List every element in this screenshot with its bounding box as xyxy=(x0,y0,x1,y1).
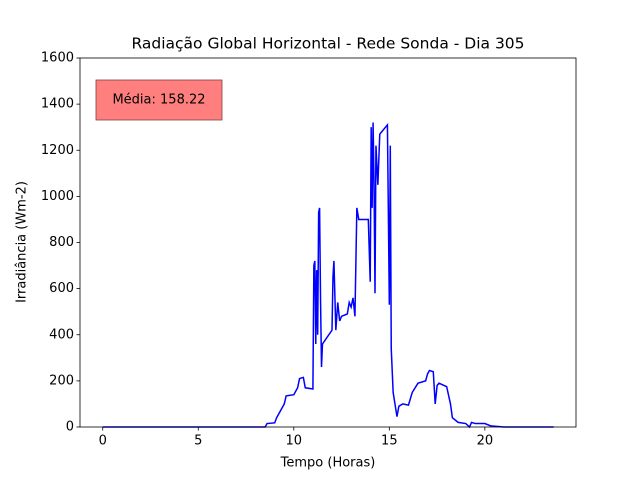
x-tick-label: 20 xyxy=(477,434,494,449)
x-axis-label: Tempo (Horas) xyxy=(280,456,376,471)
y-tick-label: 1400 xyxy=(41,97,74,112)
y-tick-label: 1000 xyxy=(41,189,74,204)
data-line xyxy=(102,122,554,429)
chart-title: Radiação Global Horizontal - Rede Sonda … xyxy=(131,35,524,53)
plot-frame xyxy=(79,57,577,428)
x-tick-label: 15 xyxy=(381,434,398,449)
y-axis-label: Irradiância (Wm-2) xyxy=(15,181,30,303)
y-tick-label: 1200 xyxy=(41,143,74,158)
y-tick-label: 600 xyxy=(49,281,74,296)
x-tick-label: 10 xyxy=(286,434,303,449)
y-tick-label: 0 xyxy=(66,420,74,435)
y-tick-label: 800 xyxy=(49,235,74,250)
annotation-box xyxy=(95,79,223,121)
x-tick-label: 0 xyxy=(99,434,107,449)
x-tick-label: 5 xyxy=(194,434,202,449)
y-tick-label: 1600 xyxy=(41,51,74,66)
y-tick-label: 200 xyxy=(49,373,74,388)
annotation: Média: 158.22 xyxy=(112,93,205,108)
y-tick-label: 400 xyxy=(49,327,74,342)
